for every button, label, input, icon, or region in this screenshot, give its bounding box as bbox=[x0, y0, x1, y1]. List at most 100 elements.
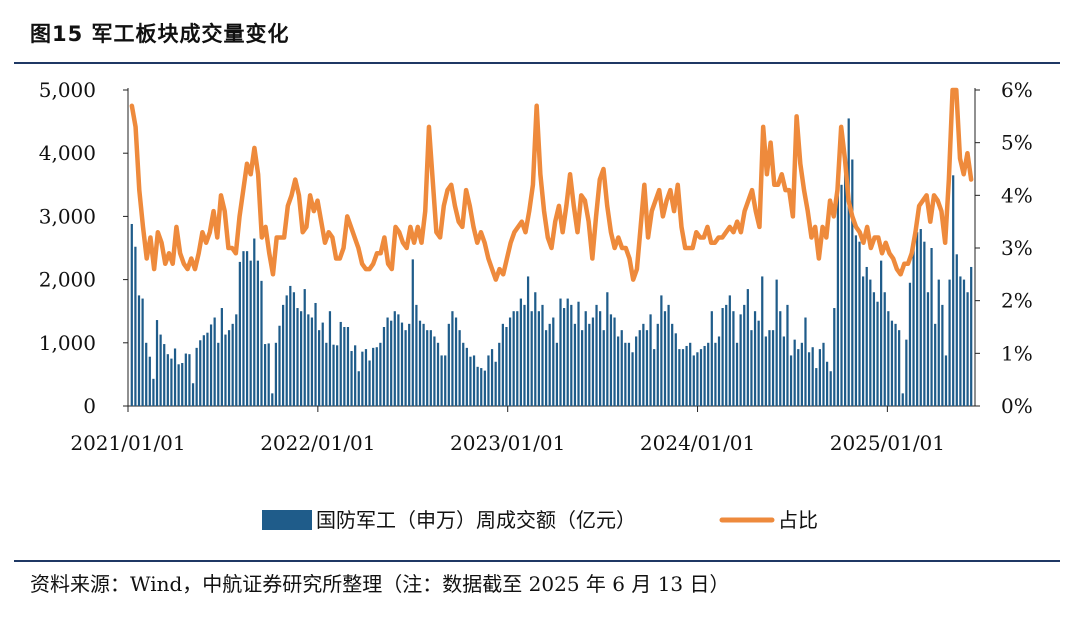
volume-bar bbox=[901, 393, 904, 406]
bar-series bbox=[130, 118, 973, 406]
volume-bar bbox=[768, 330, 771, 406]
volume-bar bbox=[137, 295, 141, 406]
volume-bar bbox=[429, 330, 432, 406]
volume-bar bbox=[779, 311, 782, 406]
volume-bar bbox=[789, 355, 793, 406]
volume-bar bbox=[134, 246, 137, 406]
volume-bar bbox=[422, 323, 425, 406]
volume-bar bbox=[494, 361, 497, 406]
volume-bar bbox=[952, 175, 955, 406]
volume-bar bbox=[613, 317, 616, 406]
volume-bar bbox=[530, 311, 533, 406]
volume-bar bbox=[548, 323, 551, 406]
volume-bar bbox=[559, 298, 562, 406]
volume-bar bbox=[717, 336, 721, 406]
volume-bar bbox=[685, 345, 688, 406]
volume-bar bbox=[923, 241, 926, 406]
volume-bar bbox=[490, 349, 494, 406]
legend-bar-label: 国防军工（申万）周成交额（亿元） bbox=[316, 508, 636, 532]
volume-bar bbox=[480, 368, 483, 406]
right-y-tick-label: 5% bbox=[1001, 131, 1033, 155]
x-tick-label: 2022/01/01 bbox=[260, 431, 375, 455]
volume-bar bbox=[328, 311, 332, 406]
volume-bar bbox=[534, 292, 537, 406]
volume-bar bbox=[444, 355, 447, 406]
volume-bar bbox=[281, 304, 285, 406]
volume-bar bbox=[199, 340, 202, 406]
volume-bar bbox=[786, 304, 789, 406]
volume-bar bbox=[314, 302, 317, 406]
chart-axes: 0 1,000 2,000 3,000 4,000 5,000 0% 1% 2% 3% 4% 5% 6%… bbox=[39, 78, 1033, 455]
volume-bar bbox=[458, 330, 461, 406]
left-y-tick-label: 4,000 bbox=[39, 141, 96, 165]
left-y-tick-label: 5,000 bbox=[39, 78, 96, 102]
volume-bar bbox=[235, 314, 238, 406]
volume-bar bbox=[336, 345, 339, 406]
trading-volume-chart: 0 1,000 2,000 3,000 4,000 5,000 0% 1% 2% 3% 4% 5% 6%… bbox=[39, 78, 1033, 532]
volume-bar bbox=[307, 314, 310, 406]
right-y-tick-label: 1% bbox=[1001, 341, 1033, 365]
volume-bar bbox=[263, 344, 267, 406]
volume-bar bbox=[595, 304, 598, 406]
volume-bar bbox=[318, 330, 321, 406]
volume-bar bbox=[627, 342, 631, 406]
volume-bar bbox=[807, 352, 811, 406]
volume-bar bbox=[508, 317, 512, 406]
volume-bar bbox=[854, 235, 858, 406]
volume-bar bbox=[357, 371, 360, 406]
volume-bar bbox=[642, 323, 645, 406]
volume-bar bbox=[671, 323, 674, 406]
volume-bar bbox=[386, 317, 389, 406]
volume-bar bbox=[285, 295, 288, 406]
volume-bar bbox=[584, 311, 587, 406]
volume-bar bbox=[638, 330, 641, 406]
volume-bar bbox=[829, 371, 832, 406]
volume-bar bbox=[966, 292, 969, 406]
volume-bar bbox=[678, 349, 681, 406]
volume-bar bbox=[919, 229, 922, 406]
volume-bar bbox=[916, 232, 919, 406]
x-tick-label: 2024/01/01 bbox=[640, 431, 755, 455]
volume-bar bbox=[725, 304, 728, 406]
volume-bar bbox=[541, 304, 544, 406]
volume-bar bbox=[703, 345, 706, 406]
volume-bar bbox=[955, 254, 958, 406]
volume-bar bbox=[321, 322, 324, 406]
volume-bar bbox=[343, 327, 346, 406]
volume-bar bbox=[649, 314, 652, 406]
volume-bar bbox=[566, 298, 569, 406]
volume-bar bbox=[469, 356, 472, 406]
legend-bar-swatch bbox=[262, 510, 312, 530]
volume-bar bbox=[209, 324, 213, 406]
volume-bar bbox=[562, 308, 566, 406]
legend: 国防军工（申万）周成交额（亿元） 占比 bbox=[262, 508, 818, 532]
volume-bar bbox=[732, 311, 735, 406]
share-line bbox=[129, 87, 974, 282]
volume-bar bbox=[660, 295, 663, 406]
volume-bar bbox=[606, 292, 609, 406]
line-series bbox=[129, 87, 974, 282]
volume-bar bbox=[552, 317, 555, 406]
volume-bar bbox=[346, 327, 350, 406]
volume-bar bbox=[581, 330, 584, 406]
volume-bar bbox=[948, 279, 951, 406]
volume-bar bbox=[721, 308, 724, 406]
volume-bar bbox=[267, 343, 270, 406]
volume-bar bbox=[537, 311, 540, 406]
volume-bar bbox=[375, 347, 378, 406]
volume-bar bbox=[930, 248, 933, 406]
volume-bar bbox=[898, 330, 901, 406]
volume-bar bbox=[224, 334, 227, 406]
volume-bar bbox=[800, 342, 803, 406]
volume-bar bbox=[245, 251, 249, 406]
top-divider bbox=[14, 62, 1060, 64]
volume-bar bbox=[970, 266, 973, 406]
volume-bar bbox=[692, 355, 695, 406]
volume-bar bbox=[303, 289, 306, 406]
volume-bar bbox=[908, 282, 912, 406]
volume-bar bbox=[436, 342, 440, 406]
figure-title: 图15 军工板块成交量变化 bbox=[30, 22, 290, 46]
volume-bar bbox=[447, 323, 450, 406]
volume-bar bbox=[944, 355, 948, 406]
volume-bar bbox=[519, 298, 522, 406]
